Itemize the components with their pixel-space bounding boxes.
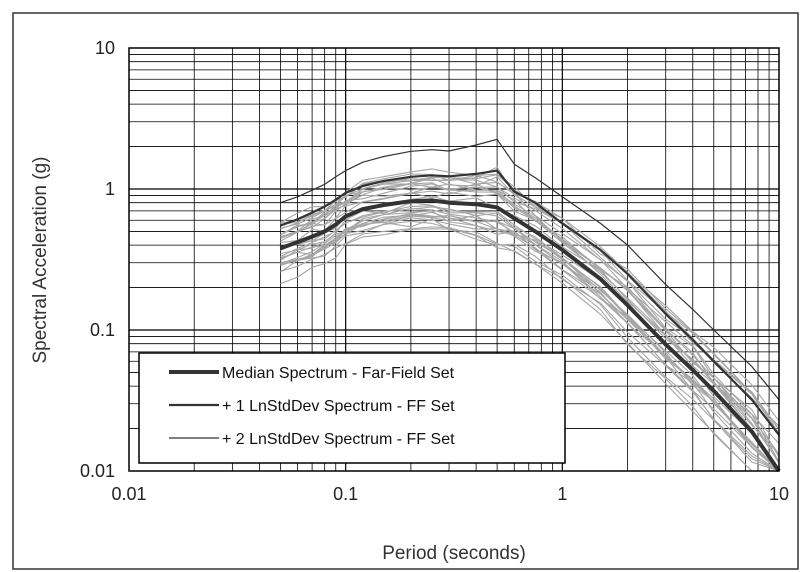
record-spectrum-line xyxy=(280,186,780,427)
record-spectrum-line xyxy=(280,205,780,472)
plot-frame xyxy=(128,47,780,472)
y-tick-label: 1 xyxy=(105,179,115,199)
axis-ticks: 0.01 0.1 1 10 10 1 0.1 0.01 xyxy=(80,38,789,504)
legend-label: Median Spectrum - Far-Field Set xyxy=(222,365,455,382)
record-spectrum-line xyxy=(280,183,780,470)
legend-label: + 1 LnStdDev Spectrum - FF Set xyxy=(222,398,455,415)
x-axis-title: Period (seconds) xyxy=(382,543,526,564)
x-tick-label: 0.1 xyxy=(333,484,358,504)
x-tick-label: 1 xyxy=(557,484,567,504)
record-spectrum-line xyxy=(280,226,780,472)
series-line-0 xyxy=(279,198,781,473)
series-line-1 xyxy=(280,169,780,436)
record-spectrum-line xyxy=(280,211,780,472)
record-spectrum-line xyxy=(280,182,780,470)
record-spectrum-line xyxy=(280,228,780,472)
record-spectrum-line xyxy=(280,191,780,463)
record-spectrum-line xyxy=(280,214,780,472)
y-axis-title: Spectral Acceleration (g) xyxy=(30,157,51,364)
y-tick-label: 10 xyxy=(95,38,115,58)
y-tick-label: 0.1 xyxy=(90,320,115,340)
legend: Median Spectrum - Far-Field Set + 1 LnStd… xyxy=(138,352,566,464)
record-spectrum-line xyxy=(280,218,779,472)
legend-label: + 2 LnStdDev Spectrum - FF Set xyxy=(222,431,455,448)
record-spectrum-line xyxy=(280,176,780,430)
figure-border xyxy=(12,12,799,570)
series-lines xyxy=(279,138,781,473)
record-spectrum-line xyxy=(280,208,780,472)
record-spectrum-line xyxy=(280,178,780,455)
record-spectra xyxy=(280,166,780,472)
series-line-2 xyxy=(280,138,780,401)
x-tick-label: 0.01 xyxy=(111,484,146,504)
y-tick-label: 0.01 xyxy=(80,461,115,481)
x-tick-label: 10 xyxy=(769,484,789,504)
record-spectrum-line xyxy=(280,210,780,472)
